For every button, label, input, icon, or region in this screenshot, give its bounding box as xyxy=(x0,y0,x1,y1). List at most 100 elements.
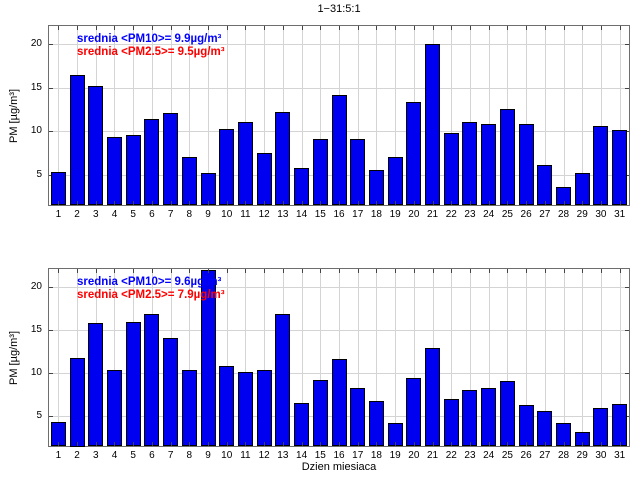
bar-day-24 xyxy=(481,124,496,205)
x-tick-label: 7 xyxy=(167,209,174,220)
bar-day-14 xyxy=(294,168,309,205)
bar-day-23 xyxy=(462,390,477,446)
x-tick-mark xyxy=(433,269,434,273)
x-tick-mark xyxy=(189,442,190,446)
x-tick-mark xyxy=(433,442,434,446)
x-tick-mark xyxy=(507,26,508,30)
bar-day-26 xyxy=(519,124,534,205)
bar-day-24 xyxy=(481,388,496,446)
x-tick-label: 3 xyxy=(92,450,99,461)
x-gridline xyxy=(470,269,471,446)
x-tick-mark xyxy=(564,269,565,273)
x-tick-mark xyxy=(171,201,172,205)
bar-day-21 xyxy=(425,44,440,205)
x-tick-mark xyxy=(320,26,321,30)
bar-day-12 xyxy=(257,370,272,446)
bar-day-31 xyxy=(612,404,627,446)
x-tick-label: 24 xyxy=(483,450,495,461)
x-tick-mark xyxy=(302,442,303,446)
x-gridline xyxy=(582,269,583,446)
mean-pm25-annotation-top: srednia <PM2.5>= 9.5µg/m³ xyxy=(77,46,225,58)
x-gridline xyxy=(114,269,115,446)
x-tick-label: 19 xyxy=(389,450,401,461)
x-tick-label: 21 xyxy=(426,209,439,220)
y-tick-mark xyxy=(625,44,629,45)
x-tick-mark xyxy=(601,26,602,30)
x-tick-label: 13 xyxy=(277,450,289,461)
x-tick-label: 6 xyxy=(149,450,155,461)
x-tick-mark xyxy=(507,269,508,273)
x-tick-label: 28 xyxy=(557,209,570,220)
x-tick-mark xyxy=(339,269,340,273)
x-tick-label: 3 xyxy=(92,209,99,220)
x-tick-mark xyxy=(376,26,377,30)
x-tick-mark xyxy=(245,442,246,446)
x-tick-mark xyxy=(152,442,153,446)
x-tick-mark xyxy=(320,442,321,446)
x-tick-label: 28 xyxy=(557,450,570,461)
bar-day-5 xyxy=(126,135,141,205)
bar-day-11 xyxy=(238,122,253,205)
bar-day-4 xyxy=(107,137,122,205)
x-tick-mark xyxy=(189,201,190,205)
x-gridline xyxy=(395,269,396,446)
bar-day-15 xyxy=(313,380,328,446)
bar-day-16 xyxy=(332,359,347,446)
x-gridline xyxy=(245,269,246,446)
y-tick-label: 10 xyxy=(30,125,42,136)
mean-pm10-annotation-bottom: srednia <PM10>= 9.6µg/m³ xyxy=(77,276,222,288)
x-tick-mark xyxy=(507,442,508,446)
x-tick-mark xyxy=(414,26,415,30)
x-tick-mark xyxy=(96,269,97,273)
x-tick-mark xyxy=(414,442,415,446)
x-tick-mark xyxy=(189,26,190,30)
x-tick-mark xyxy=(564,442,565,446)
x-tick-mark xyxy=(114,201,115,205)
x-tick-mark xyxy=(414,269,415,273)
x-tick-label: 31 xyxy=(614,209,626,220)
bar-day-10 xyxy=(219,129,234,205)
x-tick-mark xyxy=(77,201,78,205)
x-tick-mark xyxy=(320,201,321,205)
x-tick-label: 26 xyxy=(520,209,532,220)
x-tick-label: 5 xyxy=(130,209,136,220)
x-tick-label: 7 xyxy=(167,450,174,461)
x-tick-mark xyxy=(283,26,284,30)
x-tick-mark xyxy=(376,269,377,273)
x-gridline xyxy=(339,269,340,446)
x-gridline xyxy=(320,269,321,446)
bar-day-30 xyxy=(593,126,608,205)
x-gridline xyxy=(414,269,415,446)
y-tick-mark xyxy=(49,44,53,45)
y-tick-mark xyxy=(49,330,53,331)
x-tick-mark xyxy=(489,442,490,446)
y-tick-label: 20 xyxy=(30,281,42,292)
x-tick-label: 22 xyxy=(445,450,457,461)
x-tick-label: 9 xyxy=(205,450,211,461)
x-tick-label: 15 xyxy=(314,209,326,220)
x-tick-label: 10 xyxy=(221,209,233,220)
x-tick-label: 16 xyxy=(333,450,345,461)
x-tick-mark xyxy=(171,26,172,30)
x-gridline xyxy=(302,26,303,205)
bar-day-28 xyxy=(556,187,571,205)
x-tick-mark xyxy=(208,201,209,205)
mean-pm25-annotation-bottom: srednia <PM2.5>= 7.9µg/m³ xyxy=(77,289,225,301)
x-tick-mark xyxy=(358,442,359,446)
bar-day-7 xyxy=(163,338,178,446)
bar-day-22 xyxy=(444,399,459,446)
x-tick-mark xyxy=(395,269,396,273)
x-tick-mark xyxy=(227,269,228,273)
x-tick-label: 23 xyxy=(464,209,476,220)
x-tick-mark xyxy=(470,269,471,273)
x-tick-label: 27 xyxy=(539,209,551,220)
x-gridline xyxy=(358,269,359,446)
y-tick-mark xyxy=(625,330,629,331)
x-tick-mark xyxy=(545,201,546,205)
x-tick-mark xyxy=(489,269,490,273)
bar-day-27 xyxy=(537,411,552,446)
x-tick-label: 18 xyxy=(370,450,382,461)
y-tick-mark xyxy=(625,175,629,176)
y-tick-label: 20 xyxy=(30,38,42,49)
x-tick-mark xyxy=(58,26,59,30)
